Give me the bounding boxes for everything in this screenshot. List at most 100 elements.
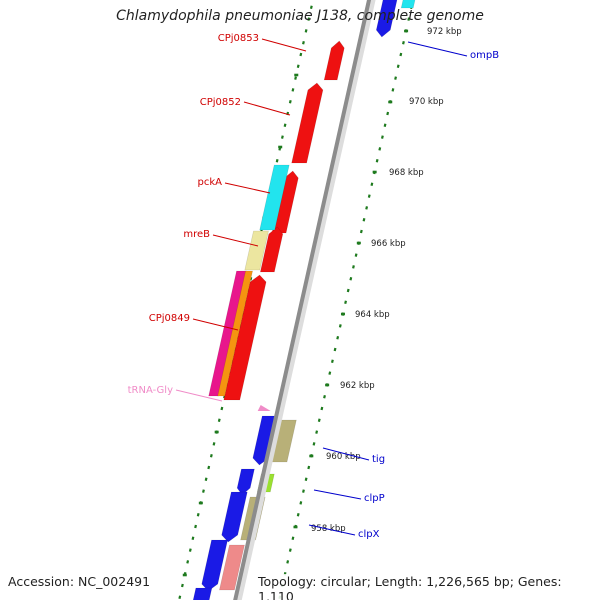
scale-label: 972 kbp: [427, 27, 462, 37]
tick-mark: [294, 76, 297, 80]
gene-label-tig-leader: [322, 447, 370, 461]
tick-mark: [365, 206, 369, 210]
tick-mark: [312, 442, 316, 446]
tick-mark: [283, 123, 287, 128]
topology-text: Topology: circular; Length: 1,226,565 bp…: [256, 574, 600, 600]
tick-mark: [212, 442, 216, 446]
tick-mark: [299, 501, 303, 505]
tick-mark: [359, 229, 363, 234]
tick-mark: [320, 406, 324, 411]
map-title: Chlamydophila pneumoniae J138, complete …: [116, 8, 484, 24]
tick-mark: [196, 512, 200, 517]
scale-label: 966 kbp: [371, 239, 406, 249]
tick-mark: [307, 465, 311, 470]
tick-mark: [336, 335, 340, 340]
tick-mark: [304, 477, 308, 482]
tick-mark: [296, 64, 300, 69]
tick-mark: [383, 123, 387, 128]
gene-labels: CPj0853 CPj0852 pckA mreB CPj0849 tRNA-Gly omp…: [128, 33, 500, 540]
tick-mark: [275, 158, 279, 163]
tick-mark: [330, 359, 334, 364]
tick-mark: [309, 5, 313, 10]
tick-mark: [317, 418, 321, 423]
tick-mark: [217, 418, 221, 423]
feature-mreb: [244, 230, 269, 271]
gene-label-mreb: mreB: [183, 229, 210, 240]
gene-label-trna-gly: tRNA-Gly: [128, 385, 173, 396]
feature-orange-gene: [217, 270, 253, 397]
tick-mark: [307, 17, 311, 21]
tick-mark: [362, 217, 366, 222]
backbone-line: [233, 0, 372, 600]
tick-mark: [323, 394, 326, 399]
tick-mark: [186, 560, 190, 564]
tick-mark: [191, 536, 195, 541]
tick-mark: [291, 88, 295, 92]
genome-backbone: [233, 0, 376, 600]
tick-mark: [280, 135, 284, 139]
feature-trna-gly: [257, 405, 271, 411]
tick-mark: [391, 88, 395, 92]
gene-label-pcka-leader: [224, 182, 271, 194]
feature-red-gene-2: [259, 226, 284, 273]
tick-mark: [402, 40, 405, 45]
feature-blue-gene-4: [201, 539, 228, 592]
tick-mark: [180, 583, 184, 588]
tick-mark: [378, 147, 382, 151]
tick-mark: [209, 453, 213, 458]
tick-mark: [380, 135, 384, 139]
tick-mark: [315, 430, 319, 434]
tick-mark: [296, 512, 300, 517]
scale-label: 962 kbp: [340, 381, 375, 391]
gene-label-tig: tig: [372, 454, 385, 465]
tick-mark: [299, 52, 303, 57]
gene-label-clpp-leader: [313, 489, 362, 500]
tick-mark: [288, 99, 292, 104]
tick-mark: [178, 595, 182, 600]
tick-mark: [386, 111, 390, 116]
tick-track-outer: [278, 5, 413, 600]
tick-mark: [399, 52, 403, 57]
tick-mark: [286, 560, 290, 564]
tick-mark: [207, 465, 211, 470]
backbone-shadow: [236, 0, 376, 600]
tick-mark: [291, 536, 295, 541]
tick-mark: [204, 477, 208, 482]
tick-mark: [288, 548, 292, 552]
gene-label-trna-gly-leader: [175, 389, 223, 402]
tick-mark: [407, 17, 411, 21]
tick-mark: [367, 194, 371, 198]
feature-pcka: [259, 164, 290, 231]
gene-label-cpj0852-leader: [243, 101, 291, 116]
tick-mark: [346, 288, 350, 293]
tick-mark: [333, 347, 337, 352]
tick-mark: [328, 371, 332, 375]
tick-mark: [375, 158, 379, 163]
gene-label-ompb-leader: [407, 41, 468, 57]
scale-label: 960 kbp: [326, 452, 361, 462]
tick-mark: [202, 489, 205, 493]
gene-label-clpp: clpP: [364, 493, 385, 504]
tick-mark: [349, 276, 353, 281]
gene-label-clpx: clpX: [358, 529, 380, 540]
tick-mark: [188, 548, 192, 552]
feature-blue-gene-5: [192, 587, 213, 600]
tick-mark: [394, 76, 397, 80]
tick-mark: [302, 40, 305, 45]
tick-mark: [194, 524, 197, 529]
tick-mark: [338, 324, 342, 328]
gene-label-cpj0853-leader: [261, 38, 307, 52]
tick-mark: [220, 406, 224, 411]
tick-mark: [370, 182, 374, 187]
scale-label: 968 kbp: [389, 168, 424, 178]
feature-cyan-top: [400, 0, 416, 9]
tick-mark: [304, 29, 308, 33]
feature-cpj0852: [291, 82, 324, 164]
feature-blue-gene-3: [221, 491, 248, 543]
tick-mark: [302, 489, 305, 493]
scale-labels: 972 kbp 970 kbp 968 kbp 966 kbp 964 kbp 962 k…: [309, 27, 462, 534]
gene-label-clpx-leader: [308, 524, 356, 536]
tick-mark: [344, 300, 347, 305]
